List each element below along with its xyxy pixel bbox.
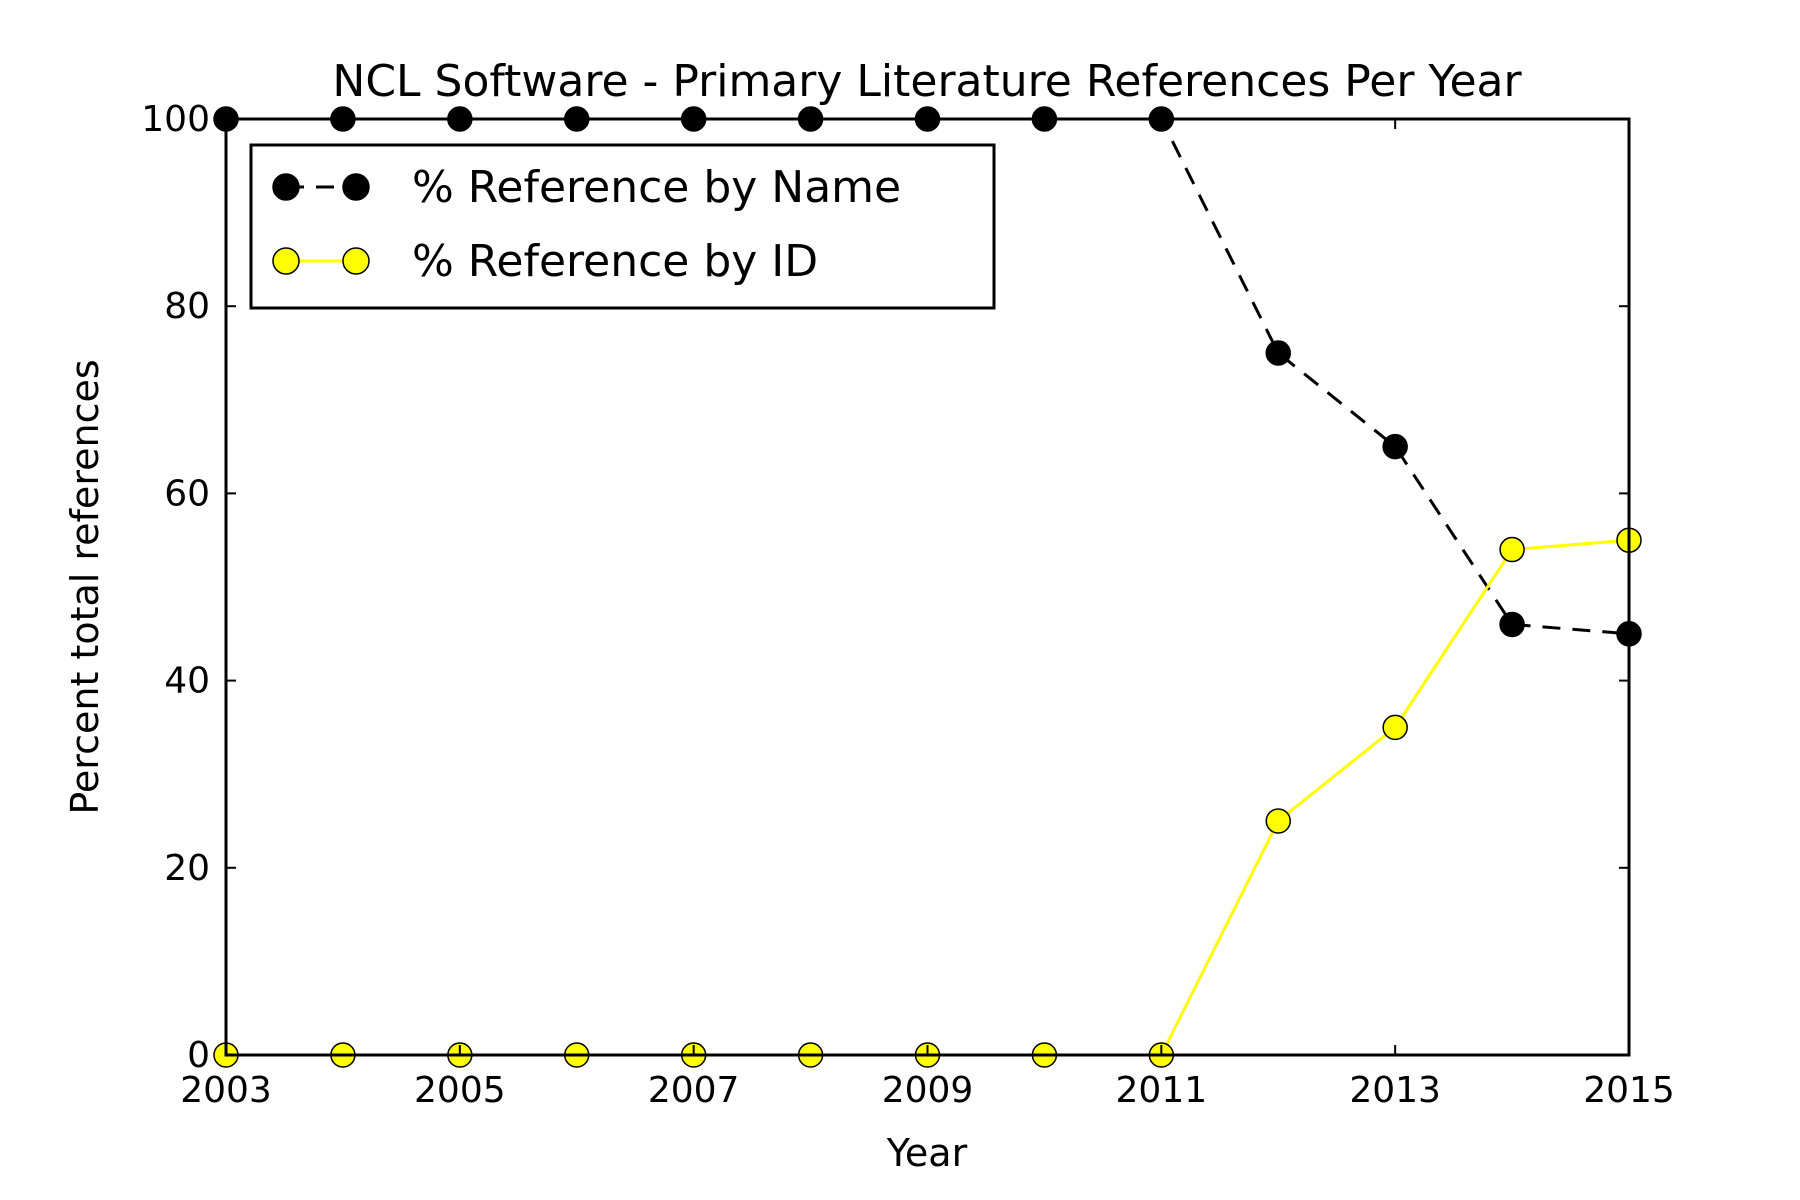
legend-frame [249,143,996,310]
legend-marker-name-2 [342,173,370,201]
x-tick-label: 2015 [1583,1070,1675,1111]
y-tick-label: 80 [164,286,210,327]
y-tick-label: 20 [164,848,210,889]
x-tick-label: 2009 [882,1070,974,1111]
legend-marker-id [272,247,300,275]
y-tick-label: 0 [187,1035,210,1076]
legend: % Reference by Name % Reference by ID [249,143,996,310]
legend-marker-id-2 [342,247,370,275]
data-point-series-0 [1265,340,1291,366]
ticks-layer: 2003 2005 2007 2009 2011 2013 2015 0 20 40 60 80 100 [141,99,1675,1111]
x-tick-label: 2007 [648,1070,740,1111]
data-point-series-1 [1265,808,1291,834]
data-point-series-1 [1382,714,1408,741]
x-tick-label: 2013 [1349,1070,1441,1111]
legend-marker-name [272,173,300,201]
data-point-series-1 [1499,536,1525,563]
data-point-series-0 [1382,433,1408,460]
y-tick-label: 40 [164,661,210,702]
x-tick-label: 2003 [180,1070,272,1111]
y-axis-label: Percent total references [63,359,107,814]
x-tick-label: 2011 [1116,1070,1208,1111]
y-tick-label: 60 [164,473,210,514]
data-point-series-0 [1499,611,1525,638]
chart-title: NCL Software - Primary Literature Refere… [332,56,1522,107]
legend-label-name: % Reference by Name [412,162,901,213]
legend-label-id: % Reference by ID [412,236,818,287]
x-axis-label: Year [886,1131,968,1175]
series-line-1 [226,538,1630,1057]
y-tick-label: 100 [141,99,210,140]
x-tick-label: 2005 [414,1070,506,1111]
